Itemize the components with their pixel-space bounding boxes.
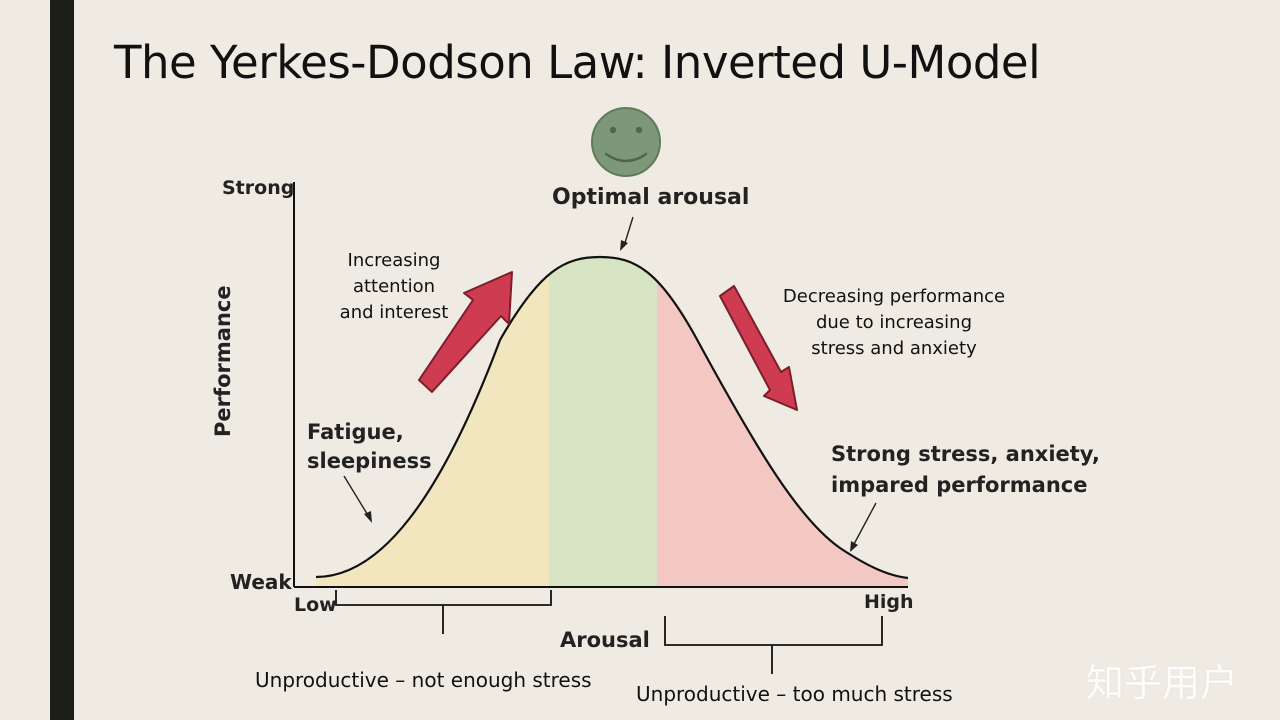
decreasing-performance-label: Decreasing performance due to increasing… xyxy=(782,286,1006,359)
stress-pointer-arrow xyxy=(850,502,877,552)
x-axis-title: Arousal xyxy=(560,628,650,652)
fatigue-label: Fatigue, sleepiness xyxy=(307,420,432,473)
unproductive-low-label: Unproductive – not enough stress xyxy=(255,668,592,692)
slide-accent-bar xyxy=(50,0,74,720)
low-brace xyxy=(335,590,552,634)
x-axis-left-label: Low xyxy=(294,594,337,616)
high-brace xyxy=(664,616,883,674)
optimal-pointer-arrow xyxy=(620,216,634,251)
increasing-arrow-icon xyxy=(418,271,513,393)
inverted-u-curve xyxy=(315,255,909,580)
slide-title: The Yerkes-Dodson Law: Inverted U-Model xyxy=(114,36,1041,89)
increasing-attention-label: Increasing attention and interest xyxy=(339,250,449,323)
y-axis-bottom-label: Weak xyxy=(230,570,292,594)
smiley-face-icon xyxy=(591,107,661,177)
optimal-arousal-label: Optimal arousal xyxy=(552,185,750,210)
decreasing-arrow-icon xyxy=(719,285,798,411)
y-axis-top-label: Strong xyxy=(222,177,295,199)
x-axis-right-label: High xyxy=(864,591,914,613)
strong-stress-label: Strong stress, anxiety, impared performa… xyxy=(831,442,1100,497)
optimal-zone xyxy=(549,257,657,587)
watermark-text: 知乎用户 xyxy=(1086,661,1239,705)
y-axis-title: Performance xyxy=(211,285,235,437)
fatigue-pointer-arrow xyxy=(343,475,372,523)
unproductive-high-label: Unproductive – too much stress xyxy=(636,682,953,706)
